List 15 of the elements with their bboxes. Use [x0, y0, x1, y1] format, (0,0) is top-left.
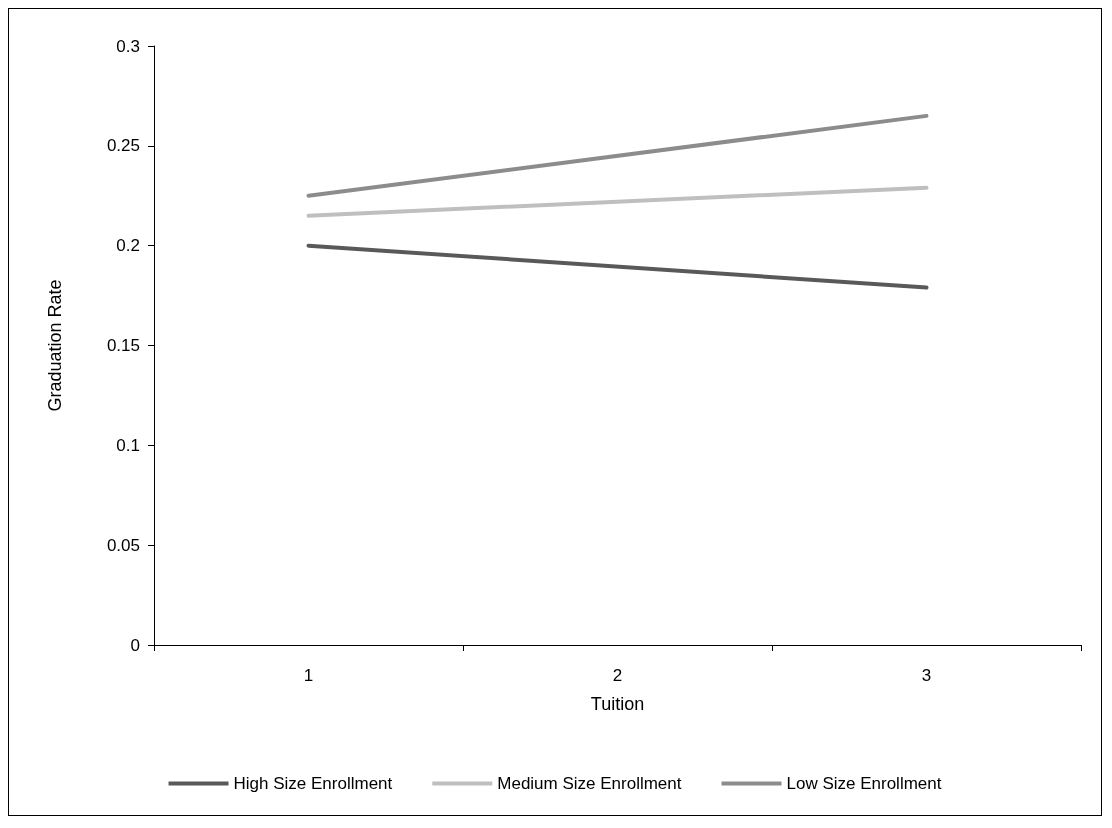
legend-label: Medium Size Enrollment	[497, 774, 682, 793]
y-tick-label: 0.1	[116, 435, 140, 455]
x-axis-title: Tuition	[590, 694, 645, 714]
x-tick-label: 3	[921, 666, 932, 685]
x-tick-label: 1	[303, 666, 314, 685]
y-tick-label: 0.05	[106, 535, 140, 555]
y-tick-label: 0.25	[106, 136, 140, 156]
legend-label: High Size Enrollment	[233, 774, 393, 793]
y-axis-title: Graduation Rate	[45, 279, 65, 412]
x-tick-label: 2	[612, 666, 623, 685]
y-tick-label: 0	[130, 635, 140, 655]
legend-label: Low Size Enrollment	[786, 774, 942, 793]
y-tick-label: 0.3	[116, 36, 140, 56]
y-tick-label: 0.2	[116, 236, 140, 256]
y-tick-label: 0.15	[106, 336, 140, 355]
